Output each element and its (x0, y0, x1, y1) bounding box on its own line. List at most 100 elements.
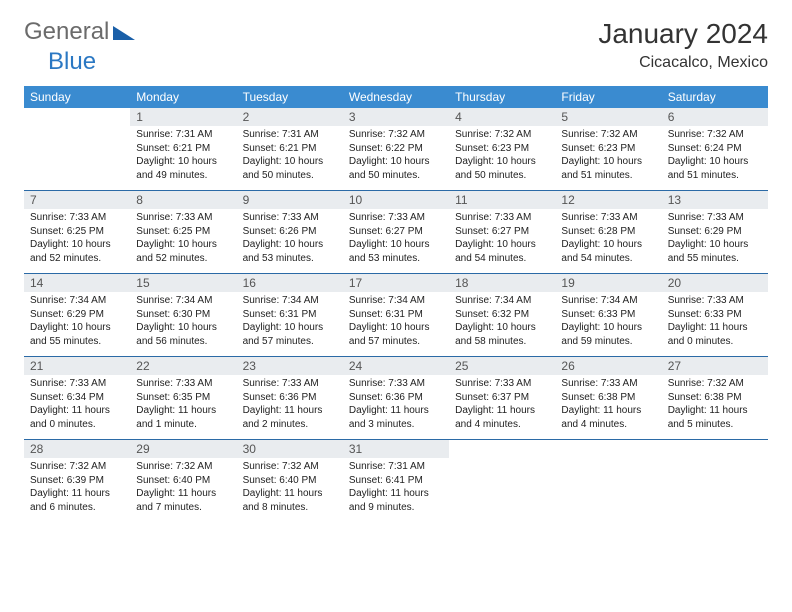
day-number: 24 (343, 357, 449, 375)
dow-saturday: Saturday (662, 86, 768, 108)
calendar-cell: 28Sunrise: 7:32 AMSunset: 6:39 PMDayligh… (24, 440, 130, 522)
dow-friday: Friday (555, 86, 661, 108)
calendar-cell: 22Sunrise: 7:33 AMSunset: 6:35 PMDayligh… (130, 357, 236, 440)
day-number: 18 (449, 274, 555, 292)
calendar-cell: 2Sunrise: 7:31 AMSunset: 6:21 PMDaylight… (237, 108, 343, 191)
day-details: Sunrise: 7:33 AMSunset: 6:25 PMDaylight:… (130, 209, 236, 265)
dow-tuesday: Tuesday (237, 86, 343, 108)
day-details: Sunrise: 7:34 AMSunset: 6:32 PMDaylight:… (449, 292, 555, 348)
day-details: Sunrise: 7:32 AMSunset: 6:38 PMDaylight:… (662, 375, 768, 431)
day-details: Sunrise: 7:34 AMSunset: 6:33 PMDaylight:… (555, 292, 661, 348)
brand-part2: Blue (48, 48, 96, 75)
dow-thursday: Thursday (449, 86, 555, 108)
day-details: Sunrise: 7:34 AMSunset: 6:29 PMDaylight:… (24, 292, 130, 348)
calendar-cell: 26Sunrise: 7:33 AMSunset: 6:38 PMDayligh… (555, 357, 661, 440)
day-details: Sunrise: 7:32 AMSunset: 6:23 PMDaylight:… (555, 126, 661, 182)
calendar-cell: 29Sunrise: 7:32 AMSunset: 6:40 PMDayligh… (130, 440, 236, 522)
calendar-cell: 11Sunrise: 7:33 AMSunset: 6:27 PMDayligh… (449, 191, 555, 274)
day-details: Sunrise: 7:32 AMSunset: 6:40 PMDaylight:… (130, 458, 236, 514)
calendar-cell: 23Sunrise: 7:33 AMSunset: 6:36 PMDayligh… (237, 357, 343, 440)
calendar-cell: 18Sunrise: 7:34 AMSunset: 6:32 PMDayligh… (449, 274, 555, 357)
calendar-cell (555, 440, 661, 522)
day-number: 3 (343, 108, 449, 126)
day-details: Sunrise: 7:33 AMSunset: 6:29 PMDaylight:… (662, 209, 768, 265)
calendar-cell (449, 440, 555, 522)
week-row: 7Sunrise: 7:33 AMSunset: 6:25 PMDaylight… (24, 191, 768, 274)
calendar-cell: 30Sunrise: 7:32 AMSunset: 6:40 PMDayligh… (237, 440, 343, 522)
day-details: Sunrise: 7:34 AMSunset: 6:30 PMDaylight:… (130, 292, 236, 348)
day-details: Sunrise: 7:33 AMSunset: 6:25 PMDaylight:… (24, 209, 130, 265)
day-details: Sunrise: 7:33 AMSunset: 6:38 PMDaylight:… (555, 375, 661, 431)
day-number: 26 (555, 357, 661, 375)
calendar-table: SundayMondayTuesdayWednesdayThursdayFrid… (24, 86, 768, 522)
day-number: 11 (449, 191, 555, 209)
day-number: 31 (343, 440, 449, 458)
calendar-cell: 16Sunrise: 7:34 AMSunset: 6:31 PMDayligh… (237, 274, 343, 357)
day-number: 30 (237, 440, 343, 458)
calendar-cell: 6Sunrise: 7:32 AMSunset: 6:24 PMDaylight… (662, 108, 768, 191)
calendar-cell: 9Sunrise: 7:33 AMSunset: 6:26 PMDaylight… (237, 191, 343, 274)
calendar-cell: 17Sunrise: 7:34 AMSunset: 6:31 PMDayligh… (343, 274, 449, 357)
day-details: Sunrise: 7:33 AMSunset: 6:37 PMDaylight:… (449, 375, 555, 431)
day-number: 29 (130, 440, 236, 458)
calendar-cell: 3Sunrise: 7:32 AMSunset: 6:22 PMDaylight… (343, 108, 449, 191)
day-details: Sunrise: 7:33 AMSunset: 6:34 PMDaylight:… (24, 375, 130, 431)
calendar-cell: 20Sunrise: 7:33 AMSunset: 6:33 PMDayligh… (662, 274, 768, 357)
week-row: 28Sunrise: 7:32 AMSunset: 6:39 PMDayligh… (24, 440, 768, 522)
dow-row: SundayMondayTuesdayWednesdayThursdayFrid… (24, 86, 768, 108)
calendar-cell: 15Sunrise: 7:34 AMSunset: 6:30 PMDayligh… (130, 274, 236, 357)
day-details: Sunrise: 7:33 AMSunset: 6:26 PMDaylight:… (237, 209, 343, 265)
day-details: Sunrise: 7:32 AMSunset: 6:22 PMDaylight:… (343, 126, 449, 182)
day-number: 1 (130, 108, 236, 126)
day-details: Sunrise: 7:31 AMSunset: 6:41 PMDaylight:… (343, 458, 449, 514)
day-details: Sunrise: 7:33 AMSunset: 6:33 PMDaylight:… (662, 292, 768, 348)
day-details: Sunrise: 7:32 AMSunset: 6:39 PMDaylight:… (24, 458, 130, 514)
calendar-cell: 8Sunrise: 7:33 AMSunset: 6:25 PMDaylight… (130, 191, 236, 274)
day-number: 27 (662, 357, 768, 375)
day-details: Sunrise: 7:32 AMSunset: 6:24 PMDaylight:… (662, 126, 768, 182)
day-details: Sunrise: 7:33 AMSunset: 6:35 PMDaylight:… (130, 375, 236, 431)
calendar-cell: 12Sunrise: 7:33 AMSunset: 6:28 PMDayligh… (555, 191, 661, 274)
day-details: Sunrise: 7:33 AMSunset: 6:27 PMDaylight:… (343, 209, 449, 265)
day-details: Sunrise: 7:31 AMSunset: 6:21 PMDaylight:… (130, 126, 236, 182)
calendar-cell: 24Sunrise: 7:33 AMSunset: 6:36 PMDayligh… (343, 357, 449, 440)
dow-sunday: Sunday (24, 86, 130, 108)
calendar-cell: 7Sunrise: 7:33 AMSunset: 6:25 PMDaylight… (24, 191, 130, 274)
day-number: 8 (130, 191, 236, 209)
dow-wednesday: Wednesday (343, 86, 449, 108)
day-details: Sunrise: 7:31 AMSunset: 6:21 PMDaylight:… (237, 126, 343, 182)
day-number: 15 (130, 274, 236, 292)
day-details: Sunrise: 7:32 AMSunset: 6:40 PMDaylight:… (237, 458, 343, 514)
day-number: 6 (662, 108, 768, 126)
calendar-cell: 10Sunrise: 7:33 AMSunset: 6:27 PMDayligh… (343, 191, 449, 274)
day-number: 25 (449, 357, 555, 375)
week-row: 1Sunrise: 7:31 AMSunset: 6:21 PMDaylight… (24, 108, 768, 191)
brand-part1: General (24, 18, 109, 46)
day-number: 14 (24, 274, 130, 292)
calendar-cell: 4Sunrise: 7:32 AMSunset: 6:23 PMDaylight… (449, 108, 555, 191)
calendar-cell: 1Sunrise: 7:31 AMSunset: 6:21 PMDaylight… (130, 108, 236, 191)
calendar-cell: 19Sunrise: 7:34 AMSunset: 6:33 PMDayligh… (555, 274, 661, 357)
day-number: 5 (555, 108, 661, 126)
day-number: 28 (24, 440, 130, 458)
day-number: 20 (662, 274, 768, 292)
day-details: Sunrise: 7:33 AMSunset: 6:36 PMDaylight:… (237, 375, 343, 431)
calendar-cell: 14Sunrise: 7:34 AMSunset: 6:29 PMDayligh… (24, 274, 130, 357)
day-number: 21 (24, 357, 130, 375)
day-number: 4 (449, 108, 555, 126)
day-number: 10 (343, 191, 449, 209)
day-number: 23 (237, 357, 343, 375)
day-details: Sunrise: 7:33 AMSunset: 6:36 PMDaylight:… (343, 375, 449, 431)
brand-logo: General (24, 18, 137, 46)
brand-triangle-icon (113, 26, 135, 40)
day-details: Sunrise: 7:34 AMSunset: 6:31 PMDaylight:… (237, 292, 343, 348)
calendar-cell: 31Sunrise: 7:31 AMSunset: 6:41 PMDayligh… (343, 440, 449, 522)
day-details: Sunrise: 7:33 AMSunset: 6:28 PMDaylight:… (555, 209, 661, 265)
day-number: 22 (130, 357, 236, 375)
dow-monday: Monday (130, 86, 236, 108)
day-number: 13 (662, 191, 768, 209)
day-number: 16 (237, 274, 343, 292)
day-number: 9 (237, 191, 343, 209)
week-row: 21Sunrise: 7:33 AMSunset: 6:34 PMDayligh… (24, 357, 768, 440)
day-number: 12 (555, 191, 661, 209)
